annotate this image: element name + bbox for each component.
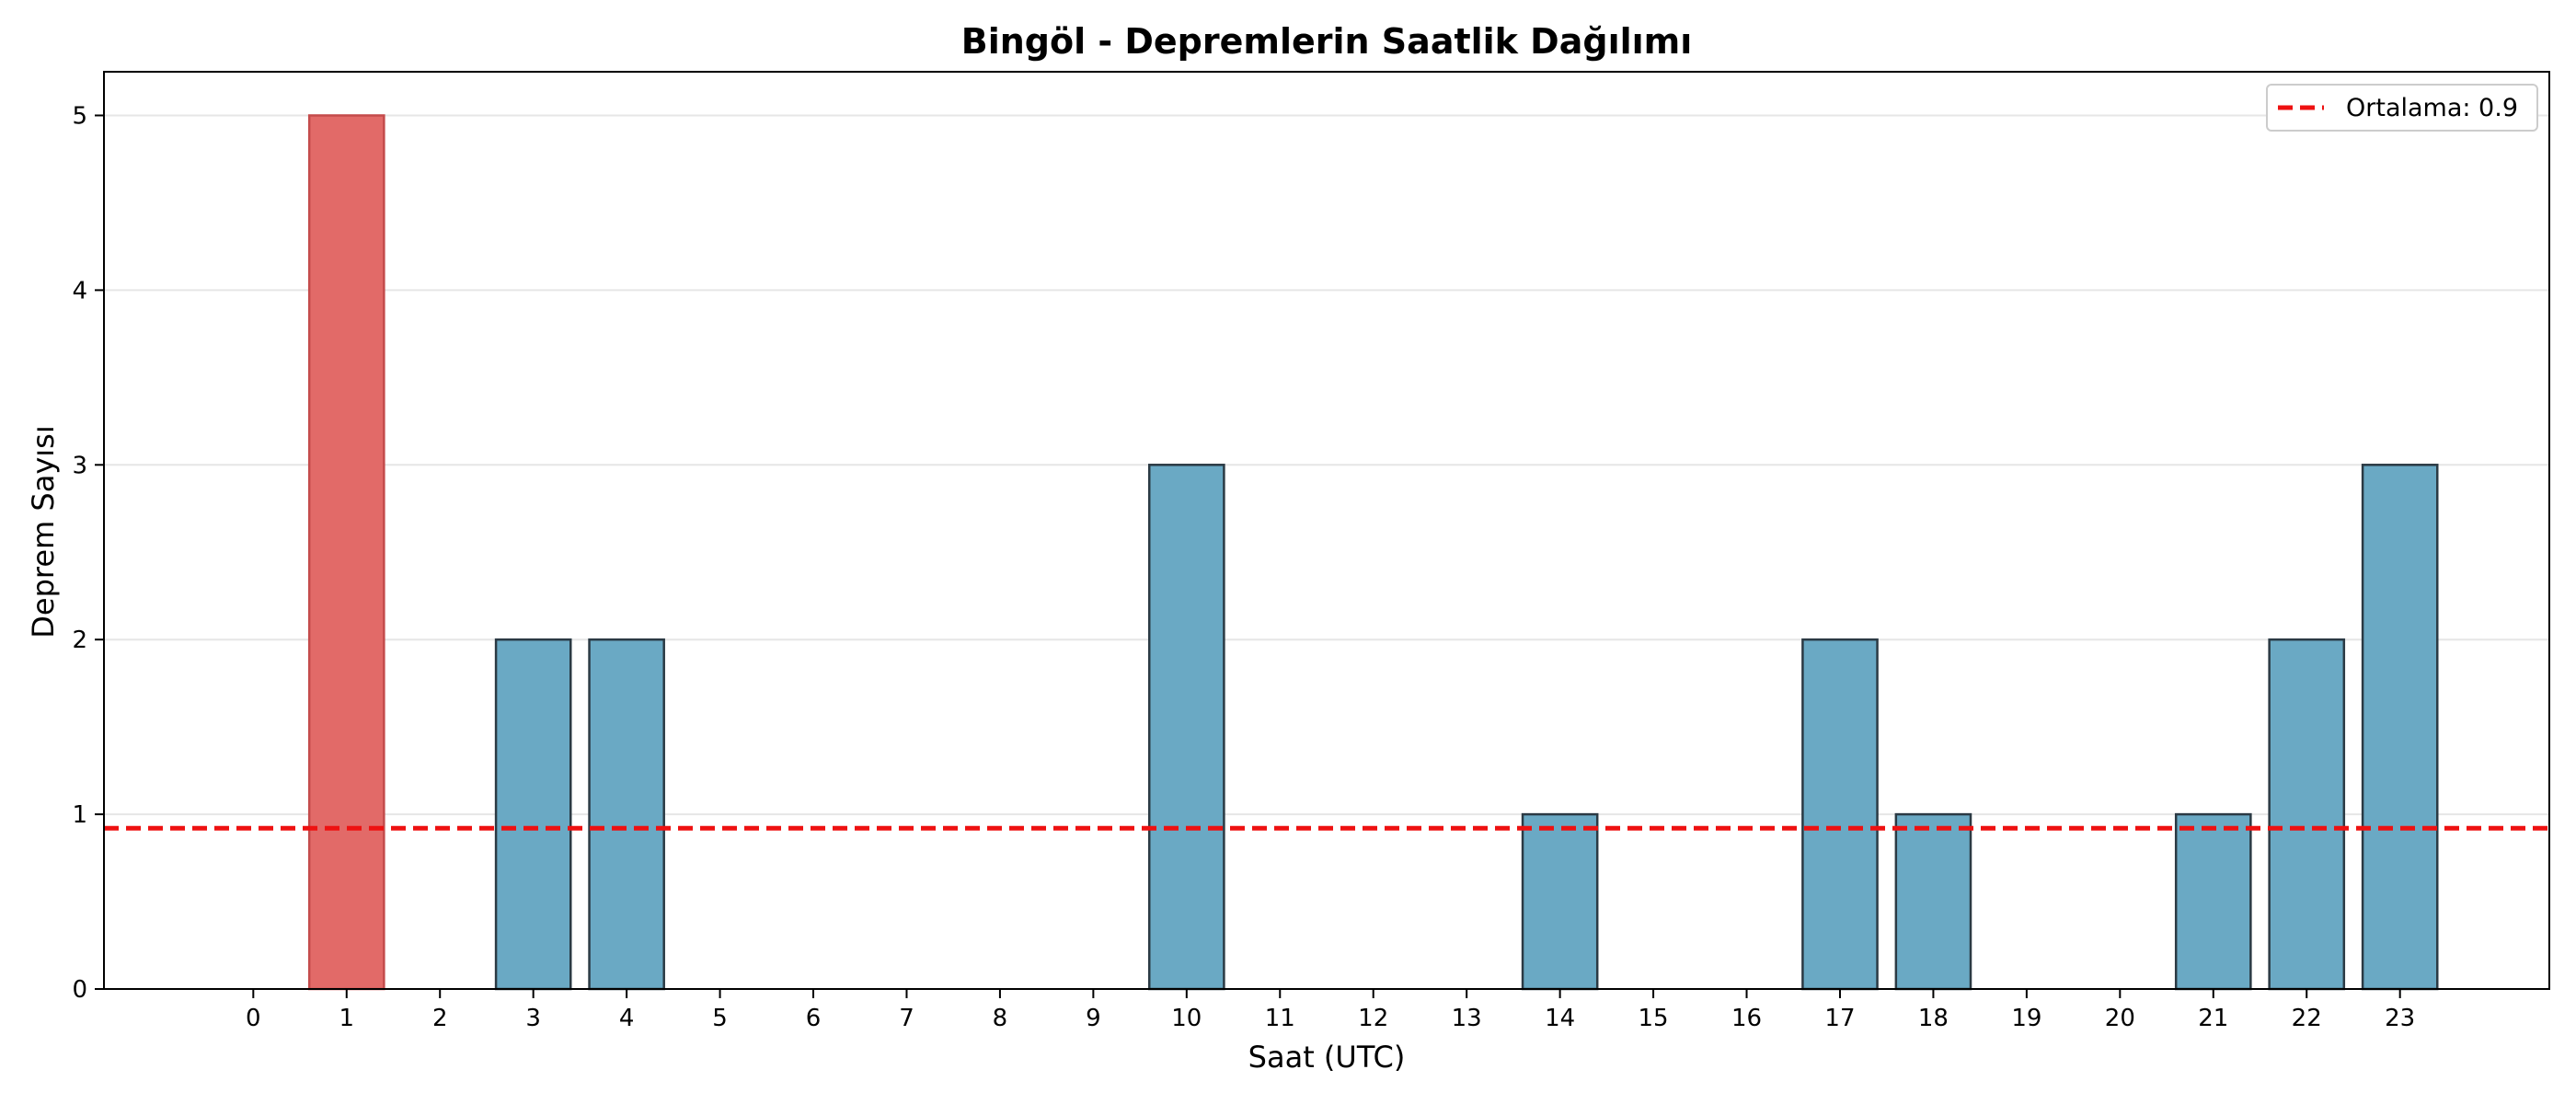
bar-hour-23 bbox=[2361, 464, 2439, 991]
bar-hour-21 bbox=[2174, 812, 2252, 991]
y-tick-label: 1 bbox=[72, 801, 87, 829]
legend: Ortalama: 0.9 bbox=[2266, 84, 2538, 132]
x-tick-label: 8 bbox=[993, 1005, 1008, 1032]
x-tick-label: 17 bbox=[1824, 1005, 1855, 1032]
x-tick-label: 0 bbox=[246, 1005, 261, 1032]
x-tick-label: 1 bbox=[339, 1005, 354, 1032]
y-tick-label: 4 bbox=[72, 277, 87, 305]
x-tick-label: 16 bbox=[1731, 1005, 1762, 1032]
bar-hour-1 bbox=[307, 114, 385, 991]
bars bbox=[307, 114, 2439, 991]
bar-hour-14 bbox=[1521, 812, 1599, 991]
x-tick-label: 19 bbox=[2011, 1005, 2041, 1032]
x-tick-label: 18 bbox=[1918, 1005, 1949, 1032]
x-tick-label: 11 bbox=[1265, 1005, 1295, 1032]
x-tick-label: 13 bbox=[1452, 1005, 1482, 1032]
y-tick-label: 0 bbox=[72, 976, 87, 1004]
x-tick-label: 14 bbox=[1545, 1005, 1575, 1032]
x-tick-label: 20 bbox=[2105, 1005, 2135, 1032]
x-tick-label: 3 bbox=[525, 1005, 541, 1032]
x-tick-label: 23 bbox=[2385, 1005, 2415, 1032]
bar-hour-3 bbox=[494, 638, 572, 991]
x-tick-label: 7 bbox=[899, 1005, 914, 1032]
y-tick-label: 2 bbox=[72, 627, 87, 654]
x-axis-ticks: 0 1 2 3 4 5 6 7 8 9 10 11 12 13 14 15 16 17 18 19 20 21 22 23 bbox=[246, 989, 2415, 1032]
legend-mean-label: Ortalama: 0.9 bbox=[2346, 94, 2518, 122]
y-axis-label: Deprem Sayısı bbox=[26, 425, 61, 638]
plot-frame bbox=[103, 71, 2550, 990]
y-tick-label: 5 bbox=[72, 102, 87, 130]
bar-hour-10 bbox=[1147, 464, 1225, 991]
x-tick-label: 12 bbox=[1358, 1005, 1388, 1032]
x-tick-label: 5 bbox=[712, 1005, 728, 1032]
x-tick-label: 6 bbox=[806, 1005, 822, 1032]
x-axis-label: Saat (UTC) bbox=[1248, 1040, 1406, 1075]
x-tick-label: 10 bbox=[1171, 1005, 1202, 1032]
x-tick-label: 4 bbox=[619, 1005, 635, 1032]
legend-box bbox=[2266, 84, 2538, 132]
chart-title: Bingöl - Depremlerin Saatlik Dağılımı bbox=[961, 21, 1693, 62]
bar-hour-18 bbox=[1894, 812, 1972, 991]
bar-hour-22 bbox=[2268, 638, 2346, 991]
x-tick-label: 22 bbox=[2292, 1005, 2322, 1032]
x-tick-label: 9 bbox=[1086, 1005, 1101, 1032]
x-tick-label: 15 bbox=[1639, 1005, 1669, 1032]
bar-hour-17 bbox=[1801, 638, 1879, 991]
x-tick-label: 2 bbox=[432, 1005, 448, 1032]
y-tick-label: 3 bbox=[72, 452, 87, 479]
y-axis-ticks: 0 1 2 3 4 5 bbox=[72, 102, 104, 1004]
bar-hour-4 bbox=[588, 638, 665, 991]
x-tick-label: 21 bbox=[2198, 1005, 2228, 1032]
grid-lines bbox=[104, 114, 2549, 816]
